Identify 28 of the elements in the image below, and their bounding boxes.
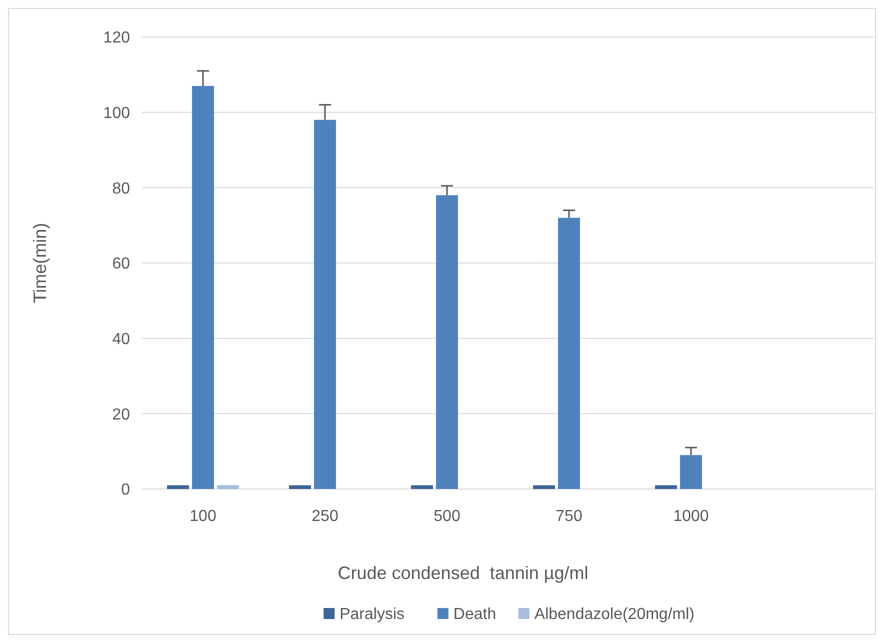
x-tick-label: 250 [312, 508, 338, 525]
legend-label: Paralysis [340, 606, 405, 623]
y-tick-label: 120 [103, 30, 130, 47]
bar [436, 195, 458, 489]
y-tick-label: 80 [112, 180, 130, 198]
bar [680, 455, 702, 489]
bar [655, 485, 677, 489]
bar [167, 485, 189, 489]
x-tick-label: 750 [556, 508, 582, 525]
bar [289, 485, 311, 489]
y-axis-title: Time(min) [30, 222, 50, 304]
bar [558, 218, 580, 489]
bar [217, 485, 239, 489]
x-axis-title: Crude condensed tannin µg/ml [338, 563, 588, 583]
bar [314, 120, 336, 489]
y-tick-label: 100 [103, 104, 130, 122]
x-tick-label: 500 [434, 508, 460, 525]
bar [533, 485, 555, 489]
legend-label: Albendazole(20mg/ml) [534, 606, 694, 623]
y-tick-label: 0 [121, 482, 130, 499]
y-tick-label: 60 [112, 256, 130, 273]
bar [192, 86, 214, 489]
x-tick-label: 1000 [673, 508, 709, 525]
legend-label: Death [453, 606, 496, 623]
y-tick-label: 20 [112, 406, 130, 424]
bar [411, 485, 433, 489]
y-tick-label: 40 [112, 330, 130, 348]
x-tick-label: 100 [190, 508, 216, 525]
